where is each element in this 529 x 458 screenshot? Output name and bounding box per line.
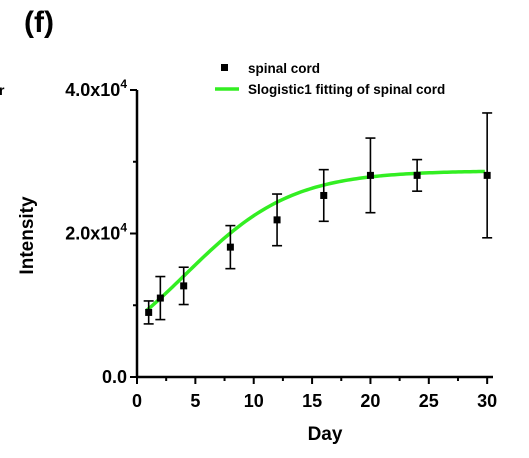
data-point xyxy=(366,171,374,179)
data-point xyxy=(413,171,421,179)
y-tick-exponent: 4 xyxy=(120,77,127,91)
y-axis-title: Intensity xyxy=(17,196,38,275)
data-point xyxy=(483,171,491,179)
x-tick-label: 10 xyxy=(244,391,264,411)
x-tick-label: 20 xyxy=(360,391,380,411)
legend-label-fit: Slogistic1 fitting of spinal cord xyxy=(248,82,445,97)
panel-label: (f) xyxy=(24,6,54,39)
y-tick-label: 4.0x104 xyxy=(65,77,127,100)
data-point xyxy=(320,191,328,199)
data-point xyxy=(226,243,234,251)
x-tick-label: 30 xyxy=(477,391,497,411)
fit-curve xyxy=(145,169,485,313)
data-point xyxy=(180,282,188,290)
legend-marker-spinal-cord xyxy=(221,64,228,71)
x-tick-label: 5 xyxy=(190,391,200,411)
x-tick-label: 25 xyxy=(419,391,439,411)
legend-label-spinal-cord: spinal cord xyxy=(248,61,320,76)
x-tick-label: 0 xyxy=(132,391,142,411)
data-point xyxy=(273,216,281,224)
data-point xyxy=(156,294,164,302)
y-tick-exponent: 4 xyxy=(120,221,127,235)
y-tick-label: 2.0x104 xyxy=(65,221,127,244)
edge-mark: r xyxy=(0,82,5,98)
y-tick-label: 0.0 xyxy=(102,367,127,387)
data-point xyxy=(145,308,153,316)
x-tick-label: 15 xyxy=(302,391,322,411)
x-axis-title: Day xyxy=(308,424,343,445)
